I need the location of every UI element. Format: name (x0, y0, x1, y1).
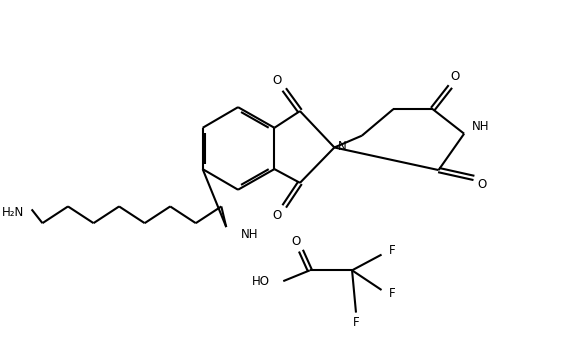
Text: O: O (477, 178, 486, 191)
Text: F: F (389, 244, 395, 257)
Text: NH: NH (241, 228, 258, 242)
Text: HO: HO (251, 275, 270, 288)
Text: F: F (389, 287, 395, 300)
Text: O: O (291, 235, 301, 248)
Text: NH: NH (472, 120, 489, 133)
Text: O: O (451, 70, 460, 83)
Text: O: O (272, 209, 282, 222)
Text: H₂N: H₂N (2, 206, 24, 219)
Text: O: O (272, 74, 282, 87)
Text: N: N (338, 140, 346, 153)
Text: F: F (353, 316, 359, 329)
